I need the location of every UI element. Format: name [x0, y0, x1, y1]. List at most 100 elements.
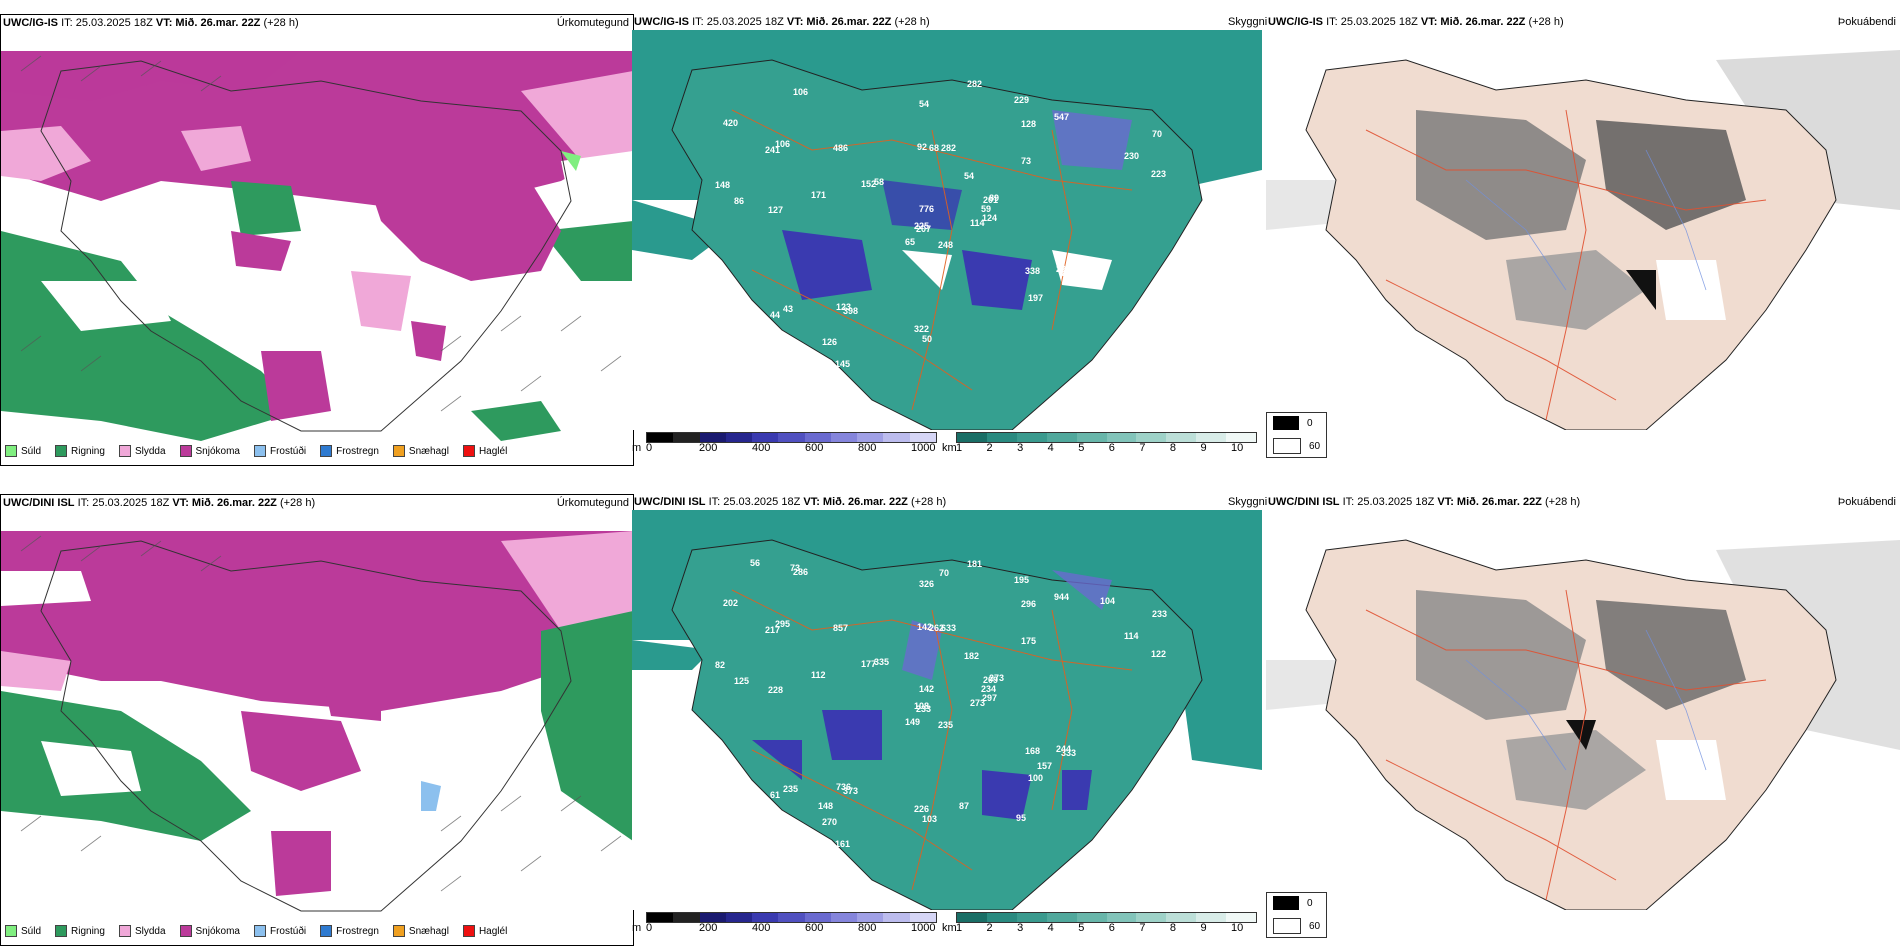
cloud-base-value: 151 — [753, 369, 768, 379]
cloud-base-value: 233 — [916, 704, 931, 714]
legend-label: Súld — [21, 925, 42, 937]
colorbar-tick: 6 — [1108, 922, 1115, 934]
legend-label: Frostregn — [336, 445, 379, 457]
legend-swatch — [5, 925, 17, 937]
colorbar-tick: 0 — [646, 922, 653, 934]
cloud-base-value: 142 — [917, 622, 932, 632]
legend-swatch — [320, 445, 333, 457]
cloud-base-value: 209 — [983, 675, 998, 685]
cloud-base-value: 241 — [765, 145, 780, 155]
cloud-base-value: 223 — [1151, 169, 1166, 179]
colorbar-unit: km — [942, 922, 957, 934]
colorbar-tick: 3 — [1017, 922, 1024, 934]
cloud-base-value: 235 — [783, 784, 798, 794]
legend-label: Snæhagl — [408, 925, 449, 937]
cloud-base-value: 104 — [1100, 596, 1115, 606]
cloud-base-value: 95 — [1016, 813, 1026, 823]
cloud-base-value: 70 — [1152, 129, 1162, 139]
cloud-base-value: 286 — [793, 567, 808, 577]
legend-swatch — [392, 925, 405, 937]
cloud-base-value: 125 — [734, 676, 749, 686]
legend-item-snjokoma: Snjókoma — [179, 445, 240, 457]
cloud-base-value: 262 — [929, 623, 944, 633]
cloud-base-value: 310 — [749, 830, 764, 840]
cloud-base-value: 124 — [982, 213, 997, 223]
legend-item-rigning: Rigning — [55, 925, 105, 937]
cloud-base-value: 58 — [874, 177, 884, 187]
cloud-base-value: 322 — [914, 324, 929, 334]
cloud-base-value: 273 — [989, 673, 1004, 683]
cloud-base-value: 82 — [715, 660, 725, 670]
panel-header: UWC/IG-IS IT: 25.03.2025 18Z VT: Mið. 26… — [1268, 16, 1564, 28]
cloud-base-value: 244 — [1056, 744, 1071, 754]
legend-item-suld: Súld — [5, 445, 41, 457]
cloud-base-value: 112 — [1144, 363, 1159, 373]
cloud-base-value: 226 — [914, 804, 929, 814]
cloud-base-value: 326 — [919, 579, 934, 589]
cloud-base-value: 776 — [919, 204, 934, 214]
cloud-base-value: 123 — [836, 302, 851, 312]
cloud-base-value: 181 — [967, 559, 982, 569]
cloud-base-value: 201 — [983, 195, 998, 205]
cloud-base-value: 92 — [917, 142, 927, 152]
cloud-map: 248 241 207 182 201 398 229 282 128 114 106 112 127 7… — [632, 30, 1262, 430]
cloud-base-value: 66 — [1138, 810, 1148, 820]
cloud-base-value: 128 — [1021, 119, 1036, 129]
cloud-base-value: 54 — [964, 171, 974, 181]
cloud-base-value: 43 — [783, 304, 793, 314]
cloud-base-value: 197 — [1028, 293, 1043, 303]
cloud-base-value: 235 — [938, 720, 953, 730]
cloud-base-value: 736 — [836, 782, 851, 792]
cloud-base-value: 126 — [822, 337, 837, 347]
cloud-base-value: 168 — [1025, 746, 1040, 756]
panel-header: UWC/DINI ISL IT: 25.03.2025 18Z VT: Mið.… — [3, 497, 316, 509]
colorbar-tick: 400 — [752, 922, 771, 934]
cloud-base-value: 86 — [734, 196, 744, 206]
cloud-base-value: 148 — [715, 180, 730, 190]
cloud-base-value: 297 — [982, 693, 997, 703]
legend-label: Frostúði — [269, 445, 307, 457]
colorbar-tick: 5 — [1078, 442, 1085, 454]
legend-swatch — [462, 445, 475, 457]
cloud-base-value: 148 — [818, 801, 833, 811]
cloud-base-value: 114 — [970, 218, 985, 228]
colorbar-tick: 7 — [1139, 442, 1146, 454]
legend-item-snaehagl: Snæhagl — [392, 925, 449, 937]
cloud-base-value: 207 — [916, 224, 931, 234]
panel-title: Úrkomutegund — [556, 17, 629, 29]
panel-title: Úrkomutegund — [556, 497, 629, 509]
panel-title: Skyggni — [1228, 16, 1268, 28]
colorbar-tick: 200 — [699, 922, 718, 934]
cloud-base-value: 248 — [938, 240, 953, 250]
cloud-base-value: 61 — [770, 790, 780, 800]
cloud-base-value: 273 — [970, 698, 985, 708]
legend-label: Súld — [21, 445, 42, 457]
cloud-base-value: 293 — [1056, 264, 1071, 274]
cloud-base-value: 157 — [1037, 761, 1052, 771]
colorbar-tick: 800 — [858, 442, 877, 454]
legend-swatch — [118, 925, 131, 937]
colorbar-unit: km — [942, 442, 957, 454]
cloud-base-value: 217 — [765, 625, 780, 635]
legend-item-snaehagl: Snæhagl — [392, 445, 449, 457]
colorbar-tick: 9 — [1200, 442, 1207, 454]
cloud-base-value: 270 — [822, 817, 837, 827]
fog-legend: 0 60 — [1266, 412, 1328, 458]
panel-header: UWC/DINI ISL IT: 25.03.2025 18Z VT: Mið.… — [634, 496, 947, 508]
cloud-base-value: 76 — [1061, 268, 1071, 278]
legend-label: Frostúði — [269, 925, 307, 937]
cloud-base-value: 230 — [1124, 151, 1139, 161]
legend-label: Snæhagl — [408, 445, 449, 457]
legend-item-haglel: Haglél — [462, 445, 507, 457]
precip-legend: Súld Rigning Slydda Snjókoma Frostúði Frostre… — [5, 925, 507, 937]
cloud-base-value: 175 — [1021, 636, 1036, 646]
panel-title: Þokuábendi — [1837, 496, 1896, 508]
legend-item-snjokoma: Snjókoma — [179, 925, 240, 937]
cloud-base-value: 127 — [768, 205, 783, 215]
colorbar-tick: 1000 — [911, 922, 936, 934]
cloud-base-panel-1: UWC/IG-IS IT: 25.03.2025 18Z VT: Mið. 26… — [632, 14, 1262, 464]
cloud-base-value: 161 — [835, 839, 850, 849]
cloud-base-value: 167 — [748, 816, 763, 826]
cloud-base-value: 50 — [922, 334, 932, 344]
legend-swatch — [55, 925, 68, 937]
